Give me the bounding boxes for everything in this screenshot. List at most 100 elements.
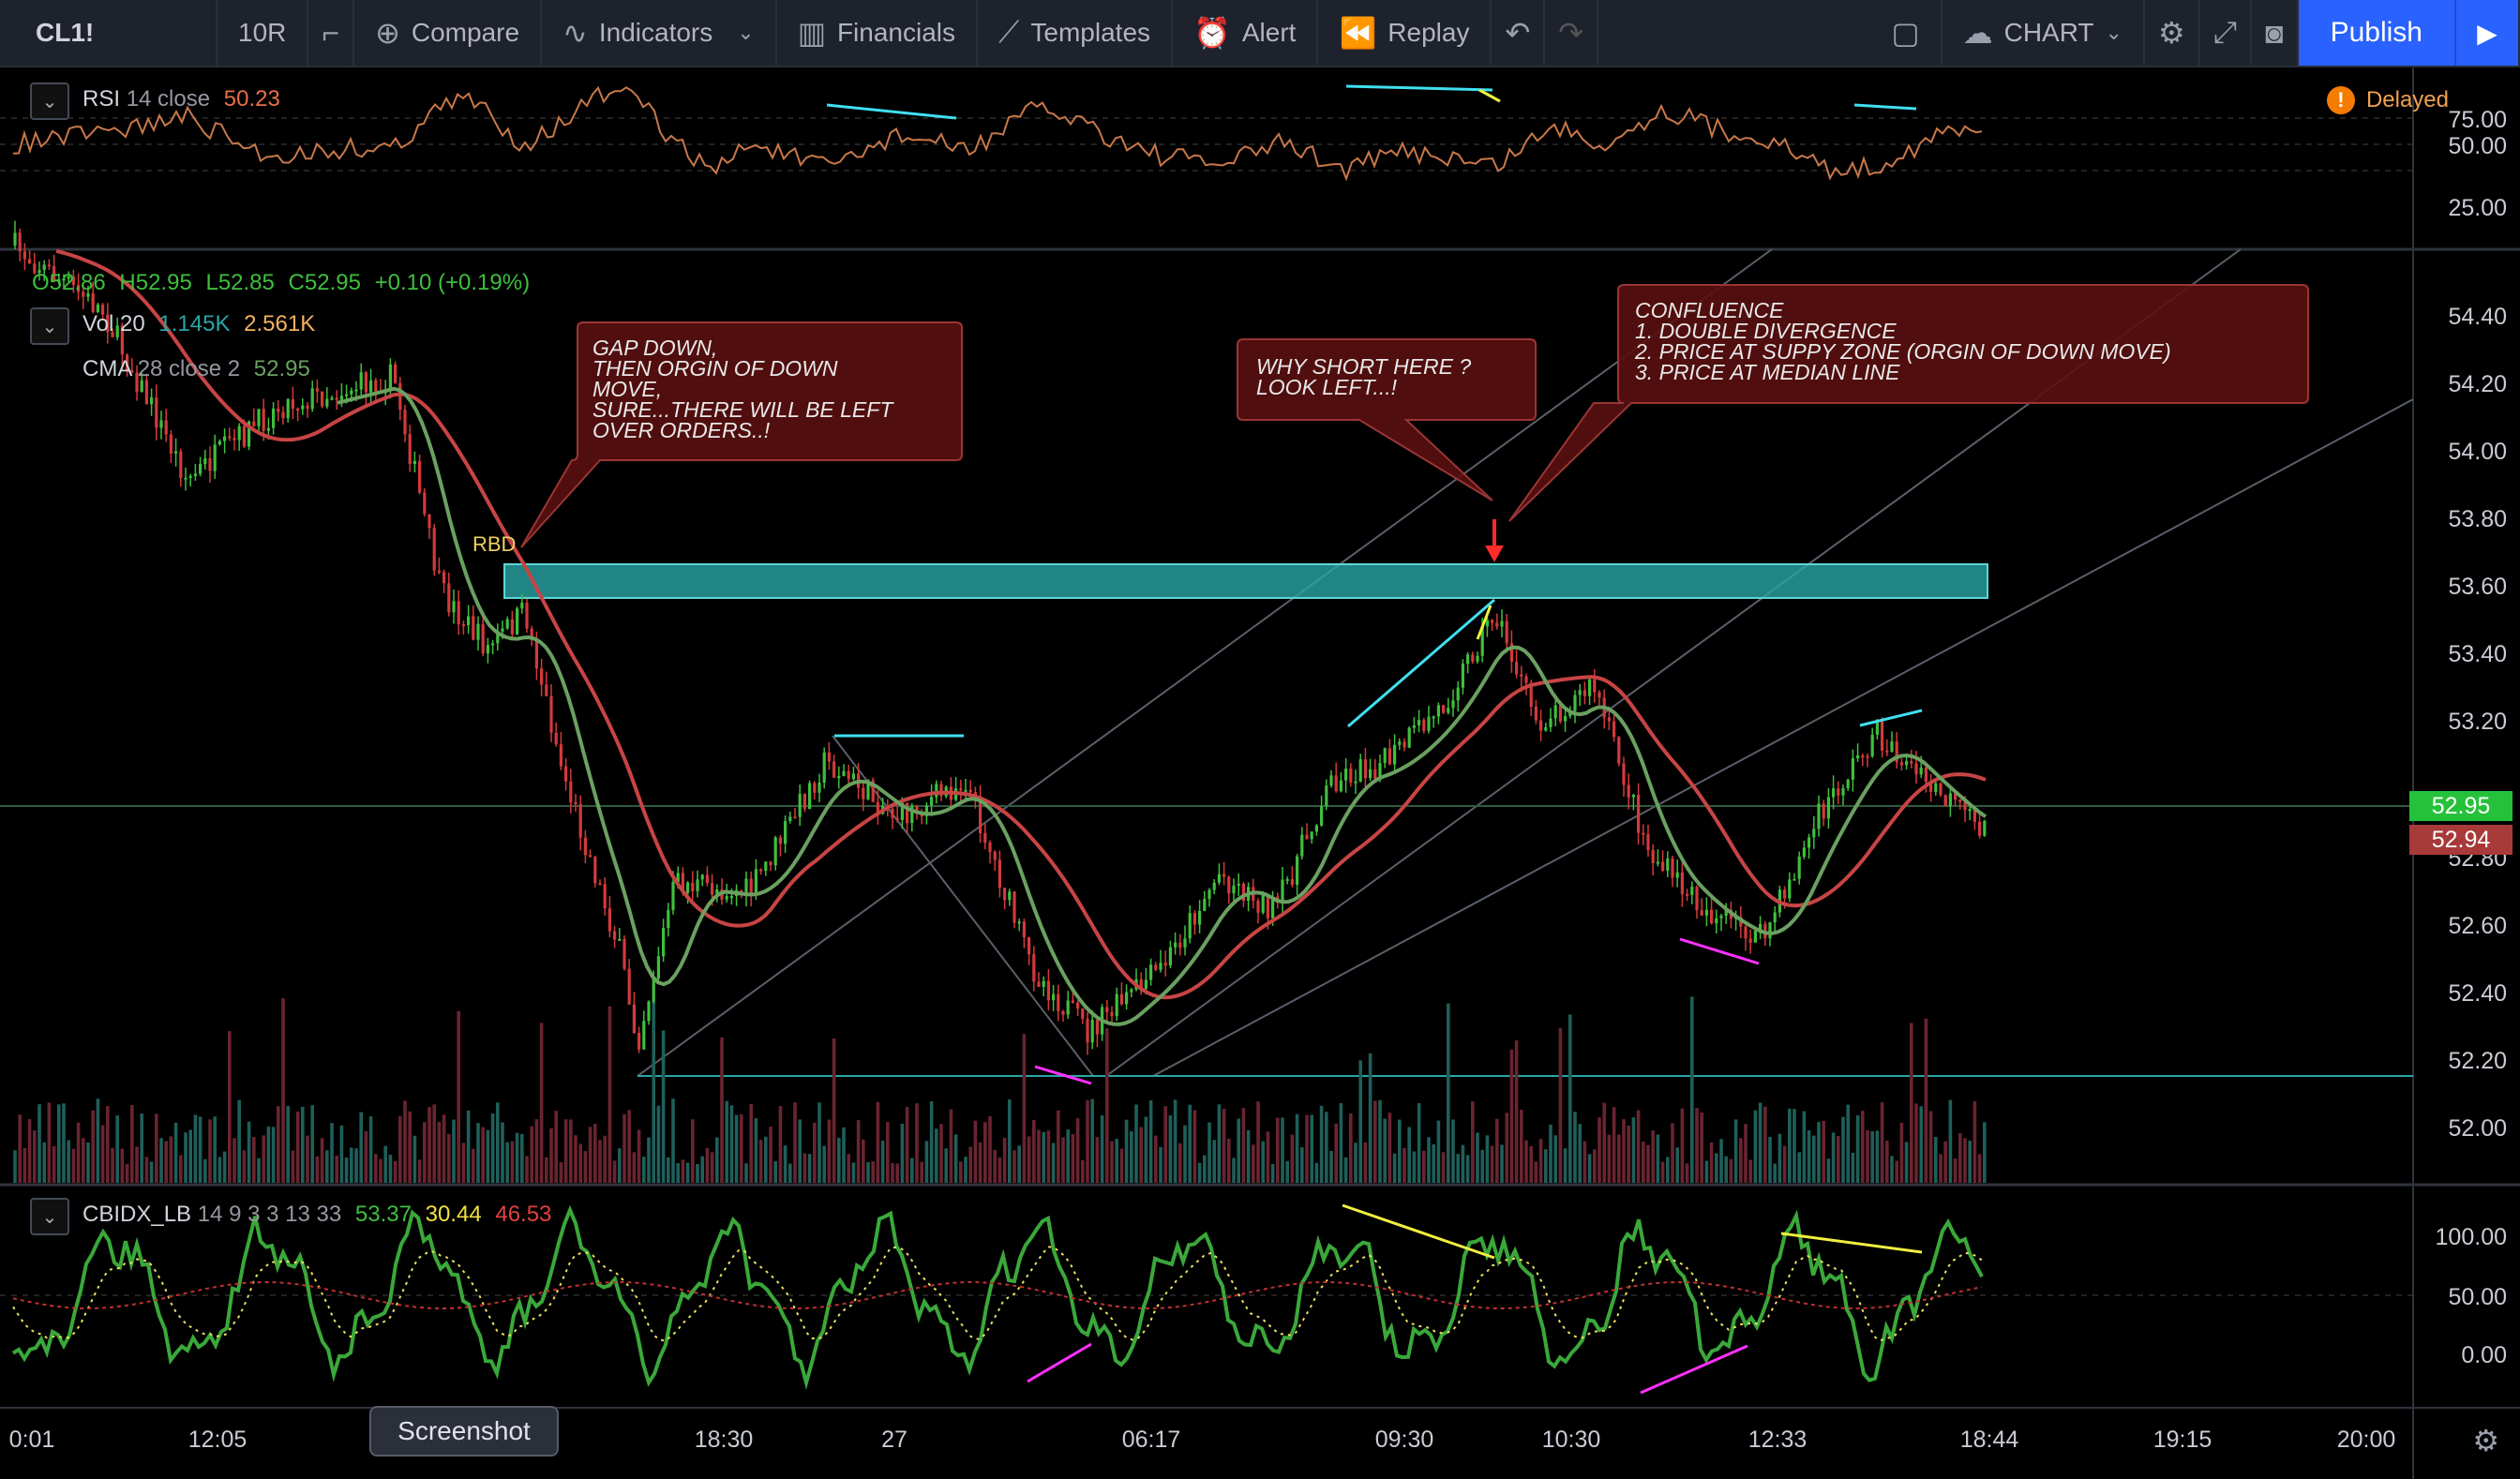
price-axis-tick: 53.40 [2448,641,2507,667]
candle-body [1163,963,1167,966]
volume-bar [1022,1034,1027,1183]
rsi-collapse-button[interactable]: ⌄ [30,82,69,120]
candle-body [1012,891,1016,923]
publish-button[interactable]: Publish [2298,0,2454,66]
symbol-button[interactable]: CL1! [0,0,218,66]
cbidx-collapse-button[interactable]: ⌄ [30,1198,69,1235]
volume-bar [744,1163,748,1183]
candle-body [1841,787,1845,796]
candle-body [627,968,631,1005]
alert-button[interactable]: ⏰ Alert [1173,0,1319,66]
candle-body [1227,876,1231,894]
volume-bar [1939,1154,1942,1183]
templates-button[interactable]: ⟋ Templates [978,0,1174,66]
volume-bar [983,1122,987,1183]
rsi-divergence-line-2 [1345,84,1493,92]
chevron-down-icon: ⌄ [2105,21,2122,44]
candle-body [876,801,879,814]
candle-body [1212,882,1216,890]
candle-body [1564,715,1568,722]
volume-bar [208,1119,212,1183]
candle-body [1418,720,1421,725]
volume-bar [837,1137,841,1183]
volume-bar [1086,1099,1089,1183]
candle-body [1427,716,1431,731]
volume-bar [501,1122,504,1183]
volume-bar [452,1119,456,1183]
financials-button[interactable]: ▥ Financials [777,0,978,66]
candle-body [1174,942,1178,948]
compare-button[interactable]: ⊕ Compare [354,0,543,66]
candle-body [1656,861,1659,864]
volume-bar [1144,1116,1148,1183]
volume-bar [959,1161,963,1183]
play-button[interactable]: ▶ [2454,0,2520,66]
volume-bar [1534,1161,1538,1183]
volume-bar [1748,1159,1752,1183]
volume-bar [886,1122,890,1183]
indicators-button[interactable]: ∿ Indicators ⌄ [542,0,777,66]
volume-bar [1203,1155,1207,1183]
candle-body [1198,910,1202,925]
volume-bar [417,1159,422,1183]
chart-canvas[interactable] [0,67,2520,1479]
volume-bar [1870,1131,1874,1183]
candle-body [461,624,465,627]
volume-bar [1232,1158,1236,1183]
candle-body [1934,783,1938,792]
volume-bar [1027,1136,1031,1183]
volume-bar [612,1160,617,1183]
candle-body [1788,879,1792,899]
snapshot-button[interactable]: ◙ [2252,0,2299,66]
fullscreen-layout-button[interactable]: ▢ [1870,0,1942,66]
volume-bar [554,1111,558,1183]
candle-body [38,270,41,274]
candle-body [1978,821,1982,836]
layout-button[interactable]: ☁ CHART ⌄ [1942,0,2145,66]
candle-body [1983,820,1987,836]
fullscreen-button[interactable]: ⤢ [2200,0,2253,66]
candle-body [1598,692,1601,698]
delayed-badge[interactable]: ! Delayed [2326,86,2449,114]
axis-settings-icon[interactable]: ⚙ [2472,1424,2499,1457]
candle-body [603,884,607,909]
settings-button[interactable]: ⚙ [2145,0,2200,66]
bar-style-button[interactable]: ⌐ [308,0,355,66]
volume-value-1: 1.145K [158,311,231,336]
publish-label: Publish [2330,17,2422,48]
volume-bar [106,1106,110,1183]
replay-button[interactable]: ⏪ Replay [1318,0,1492,66]
volume-bar [111,1147,114,1183]
volume-bar [1846,1104,1850,1183]
volume-bar [734,1114,739,1183]
candle-body [593,857,597,884]
candle-body [1442,705,1446,713]
volume-bar [1627,1125,1630,1183]
volume-bar [1866,1129,1869,1183]
volume-bar [603,1135,607,1183]
candle-body [321,391,324,407]
candle-body [1144,979,1148,989]
redo-button[interactable]: ↷ [1545,0,1599,66]
candle-body [296,409,300,411]
candle-body [213,444,217,471]
candle-body [447,583,451,613]
price-divergence-top-3 [1859,709,1923,727]
volume-bar [1100,1115,1104,1183]
volume-bar [315,1156,320,1183]
rsi-divergence-line-1 [826,103,957,120]
volume-bar [1188,1104,1192,1183]
candle-body [135,372,139,393]
volume-bar [642,1156,646,1183]
candle-body [242,426,246,447]
volume-bar [574,1135,578,1183]
volume-bar [871,1161,875,1183]
volume-bar [856,1120,861,1183]
candle-body [120,325,124,355]
volume-bar [1715,1153,1718,1183]
volume-bar [1134,1104,1138,1183]
interval-button[interactable]: 10R [218,0,309,66]
undo-button[interactable]: ↶ [1492,0,1546,66]
volume-collapse-button[interactable]: ⌄ [30,307,69,345]
candle-body [935,784,938,798]
